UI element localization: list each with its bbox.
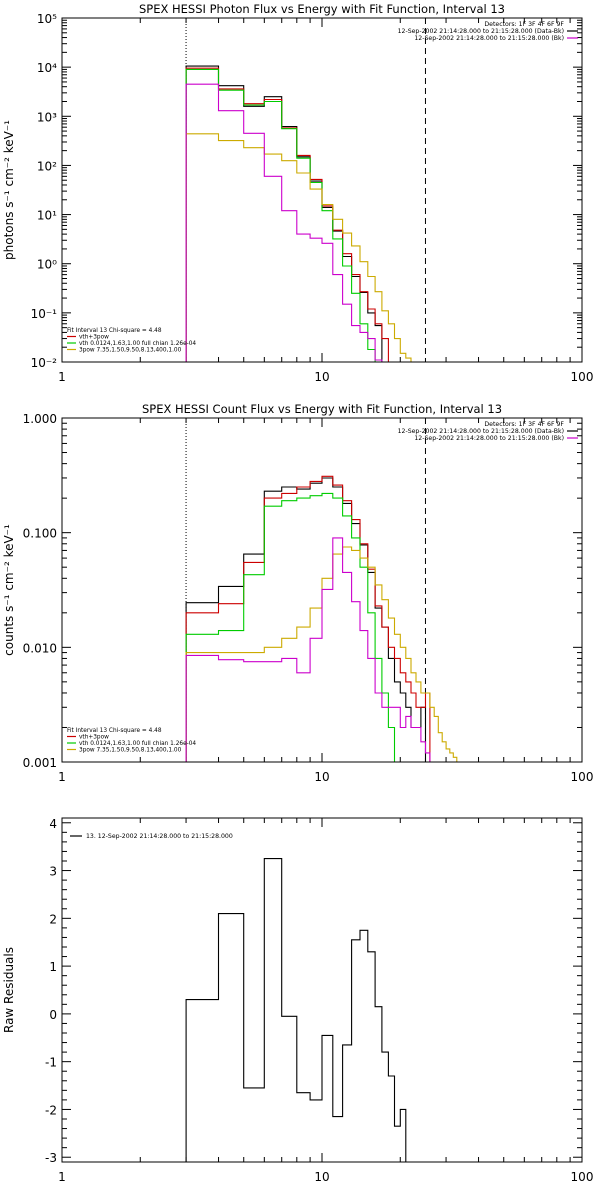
series-group: [185, 475, 461, 762]
x-tick-label: 100: [571, 770, 594, 784]
legend-bottom-entry: Fit Interval 13 Chi-square = 4.48: [67, 728, 162, 734]
y-tick-label: 10³: [37, 110, 57, 124]
y-tick-label: 0.010: [23, 641, 57, 655]
legend-bottom-entry: 3pow 7.35,1.50,9.50,8.13,400,1.00: [79, 748, 182, 754]
series-5-line: [185, 83, 389, 362]
x-tick-label: 1: [58, 1170, 66, 1184]
series-1-line: [185, 477, 427, 762]
y-tick-label: 0.100: [23, 527, 57, 541]
series-2-line: [185, 475, 431, 762]
legend-bottom-entry: vth+3pow: [79, 335, 109, 341]
y-tick-label: 10⁵: [37, 12, 57, 26]
legend-top-entry: Detectors: 1F 3F 4F 6F 9F: [484, 21, 564, 28]
legend-entry: 13. 12-Sep-2002 21:14:28.000 to 21:15:28…: [86, 833, 233, 840]
series-5-line: [185, 537, 431, 762]
legend-top-entry: 12-Sep-2002 21:14:28.000 to 21:15:28.000…: [398, 428, 564, 435]
y-tick-label: 0: [49, 1008, 57, 1022]
legend-top-entry: 12-Sep-2002 21:14:28.000 to 21:15:28.000…: [414, 435, 564, 442]
y-tick-label: -1: [45, 1056, 57, 1070]
series-group: [185, 65, 412, 362]
legend-bottom-entry: 3pow 7.35,1.50,9.50,8.13,400,1.00: [79, 348, 182, 354]
y-axis-label: counts s⁻¹ cm⁻² keV⁻¹: [2, 524, 16, 656]
legend-bottom-entry: vth 0.0124,1.63,1.00 full chian 1.26e-04: [79, 741, 196, 747]
x-tick-label: 10: [314, 770, 329, 784]
y-tick-label: 3: [49, 865, 57, 879]
y-tick-label: 10⁻¹: [31, 307, 58, 321]
chart-panel-3: Raw Residuals 1 10 100 -3 -2 -1 0 1 2 3 4 13. 12-Sep…: [2, 817, 593, 1184]
series-3-line: [185, 492, 396, 762]
series-4-line: [185, 546, 461, 762]
y-tick-label: 1.000: [23, 412, 57, 426]
x-tick-label: 10: [314, 370, 329, 384]
y-axis-label: photons s⁻¹ cm⁻² keV⁻¹: [2, 120, 16, 260]
legend-top-entry: 12-Sep-2002 21:14:28.000 to 21:15:28.000…: [414, 35, 564, 42]
y-tick-label: 1: [49, 960, 57, 974]
chart-panel-2: SPEX HESSI Count Flux vs Energy with Fit…: [2, 402, 593, 784]
legend-top-entry: Detectors: 1F 3F 4F 6F 9F: [484, 421, 564, 428]
y-tick-label: 10⁴: [37, 61, 57, 75]
y-tick-label: 4: [49, 817, 57, 831]
x-tick-label: 100: [571, 370, 594, 384]
x-tick-label: 100: [571, 1170, 594, 1184]
chart-title: SPEX HESSI Photon Flux vs Energy with Fi…: [139, 2, 505, 16]
legend-bottom-entry: Fit Interval 13 Chi-square = 4.48: [67, 328, 162, 334]
y-tick-label: 10¹: [37, 209, 57, 223]
series-3-line: [185, 68, 376, 362]
chart-title: SPEX HESSI Count Flux vs Energy with Fit…: [142, 402, 502, 416]
series-4-line: [185, 133, 412, 362]
series-1-line: [185, 65, 383, 362]
y-tick-label: 0.001: [23, 756, 57, 770]
y-tick-label: -2: [45, 1103, 57, 1117]
y-tick-label: 10⁻²: [31, 356, 58, 370]
y-axis-label: Raw Residuals: [2, 947, 16, 1033]
legend-bottom-entry: vth 0.0124,1.63,1.00 full chian 1.26e-04: [79, 341, 196, 347]
series-2-line: [185, 67, 389, 362]
legend-bottom-entry: vth+3pow: [79, 735, 109, 741]
chart-panel-1: SPEX HESSI Photon Flux vs Energy with Fi…: [2, 2, 593, 384]
y-tick-label: 2: [49, 912, 57, 926]
x-tick-label: 1: [58, 770, 66, 784]
y-tick-label: 10⁰: [37, 258, 57, 272]
plot-frame: [61, 817, 583, 1163]
plot-frame: [61, 417, 583, 763]
y-tick-label: -3: [45, 1151, 57, 1165]
plot-frame: [61, 17, 583, 363]
y-tick-label: 10²: [37, 159, 57, 173]
series-group: [185, 858, 407, 1162]
x-tick-label: 10: [314, 1170, 329, 1184]
x-tick-label: 1: [58, 370, 66, 384]
legend-top-entry: 12-Sep-2002 21:14:28.000 to 21:15:28.000…: [398, 28, 564, 35]
series-1-line: [185, 858, 407, 1162]
